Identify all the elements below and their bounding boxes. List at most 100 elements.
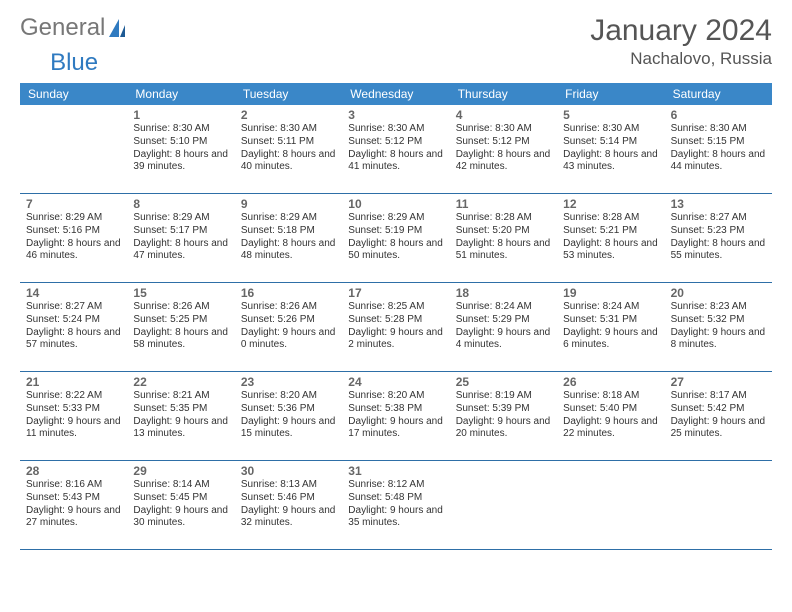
- day-number: 20: [671, 286, 766, 300]
- day-number: 26: [563, 375, 658, 389]
- daylight-line: Daylight: 8 hours and 47 minutes.: [133, 238, 228, 264]
- day-cell: 9Sunrise: 8:29 AMSunset: 5:18 PMDaylight…: [235, 194, 342, 282]
- day-cell: 6Sunrise: 8:30 AMSunset: 5:15 PMDaylight…: [665, 105, 772, 193]
- day-cell: 28Sunrise: 8:16 AMSunset: 5:43 PMDayligh…: [20, 461, 127, 549]
- sunset-line: Sunset: 5:23 PM: [671, 225, 766, 238]
- day-cell: 26Sunrise: 8:18 AMSunset: 5:40 PMDayligh…: [557, 372, 664, 460]
- daylight-line: Daylight: 8 hours and 48 minutes.: [241, 238, 336, 264]
- sunset-line: Sunset: 5:40 PM: [563, 403, 658, 416]
- sunrise-line: Sunrise: 8:29 AM: [241, 212, 336, 225]
- sunrise-line: Sunrise: 8:29 AM: [133, 212, 228, 225]
- day-cell: 23Sunrise: 8:20 AMSunset: 5:36 PMDayligh…: [235, 372, 342, 460]
- day-number: 18: [456, 286, 551, 300]
- sunset-line: Sunset: 5:45 PM: [133, 492, 228, 505]
- daylight-line: Daylight: 8 hours and 44 minutes.: [671, 149, 766, 175]
- day-cell: 5Sunrise: 8:30 AMSunset: 5:14 PMDaylight…: [557, 105, 664, 193]
- day-number: 6: [671, 108, 766, 122]
- sunset-line: Sunset: 5:35 PM: [133, 403, 228, 416]
- logo: General: [20, 14, 127, 42]
- sunrise-line: Sunrise: 8:18 AM: [563, 390, 658, 403]
- month-title: January 2024: [590, 14, 772, 48]
- sunrise-line: Sunrise: 8:26 AM: [133, 301, 228, 314]
- sunset-line: Sunset: 5:21 PM: [563, 225, 658, 238]
- day-number: 4: [456, 108, 551, 122]
- daylight-line: Daylight: 9 hours and 25 minutes.: [671, 416, 766, 442]
- sunrise-line: Sunrise: 8:14 AM: [133, 479, 228, 492]
- day-number: 14: [26, 286, 121, 300]
- logo-text-general: General: [20, 14, 105, 42]
- day-number: 2: [241, 108, 336, 122]
- day-cell: 18Sunrise: 8:24 AMSunset: 5:29 PMDayligh…: [450, 283, 557, 371]
- sunset-line: Sunset: 5:36 PM: [241, 403, 336, 416]
- sunset-line: Sunset: 5:20 PM: [456, 225, 551, 238]
- day-cell: 4Sunrise: 8:30 AMSunset: 5:12 PMDaylight…: [450, 105, 557, 193]
- day-number: 22: [133, 375, 228, 389]
- daylight-line: Daylight: 8 hours and 39 minutes.: [133, 149, 228, 175]
- daylight-line: Daylight: 9 hours and 6 minutes.: [563, 327, 658, 353]
- day-cell: 22Sunrise: 8:21 AMSunset: 5:35 PMDayligh…: [127, 372, 234, 460]
- sunset-line: Sunset: 5:25 PM: [133, 314, 228, 327]
- day-cell: 29Sunrise: 8:14 AMSunset: 5:45 PMDayligh…: [127, 461, 234, 549]
- daylight-line: Daylight: 8 hours and 50 minutes.: [348, 238, 443, 264]
- sunrise-line: Sunrise: 8:30 AM: [671, 123, 766, 136]
- day-cell: 3Sunrise: 8:30 AMSunset: 5:12 PMDaylight…: [342, 105, 449, 193]
- daylight-line: Daylight: 9 hours and 35 minutes.: [348, 505, 443, 531]
- day-cell: 10Sunrise: 8:29 AMSunset: 5:19 PMDayligh…: [342, 194, 449, 282]
- sunset-line: Sunset: 5:28 PM: [348, 314, 443, 327]
- sunset-line: Sunset: 5:16 PM: [26, 225, 121, 238]
- sunrise-line: Sunrise: 8:29 AM: [26, 212, 121, 225]
- day-number: 7: [26, 197, 121, 211]
- day-number: 13: [671, 197, 766, 211]
- sunrise-line: Sunrise: 8:26 AM: [241, 301, 336, 314]
- week-row: 1Sunrise: 8:30 AMSunset: 5:10 PMDaylight…: [20, 105, 772, 194]
- day-cell: 15Sunrise: 8:26 AMSunset: 5:25 PMDayligh…: [127, 283, 234, 371]
- daylight-line: Daylight: 9 hours and 4 minutes.: [456, 327, 551, 353]
- sunset-line: Sunset: 5:43 PM: [26, 492, 121, 505]
- day-cell: 25Sunrise: 8:19 AMSunset: 5:39 PMDayligh…: [450, 372, 557, 460]
- day-number: 5: [563, 108, 658, 122]
- day-cell: 24Sunrise: 8:20 AMSunset: 5:38 PMDayligh…: [342, 372, 449, 460]
- daylight-line: Daylight: 9 hours and 20 minutes.: [456, 416, 551, 442]
- day-cell: 30Sunrise: 8:13 AMSunset: 5:46 PMDayligh…: [235, 461, 342, 549]
- day-cell: 7Sunrise: 8:29 AMSunset: 5:16 PMDaylight…: [20, 194, 127, 282]
- sunrise-line: Sunrise: 8:30 AM: [563, 123, 658, 136]
- daylight-line: Daylight: 9 hours and 8 minutes.: [671, 327, 766, 353]
- dow-thursday: Thursday: [450, 83, 557, 105]
- week-row: 14Sunrise: 8:27 AMSunset: 5:24 PMDayligh…: [20, 283, 772, 372]
- day-cell: 16Sunrise: 8:26 AMSunset: 5:26 PMDayligh…: [235, 283, 342, 371]
- sunrise-line: Sunrise: 8:29 AM: [348, 212, 443, 225]
- day-number: 28: [26, 464, 121, 478]
- daylight-line: Daylight: 9 hours and 27 minutes.: [26, 505, 121, 531]
- day-number: 9: [241, 197, 336, 211]
- sunrise-line: Sunrise: 8:30 AM: [456, 123, 551, 136]
- sunrise-line: Sunrise: 8:28 AM: [456, 212, 551, 225]
- sunrise-line: Sunrise: 8:30 AM: [241, 123, 336, 136]
- sunset-line: Sunset: 5:17 PM: [133, 225, 228, 238]
- dow-wednesday: Wednesday: [342, 83, 449, 105]
- day-cell: 11Sunrise: 8:28 AMSunset: 5:20 PMDayligh…: [450, 194, 557, 282]
- day-number: 11: [456, 197, 551, 211]
- sunrise-line: Sunrise: 8:27 AM: [671, 212, 766, 225]
- sunrise-line: Sunrise: 8:19 AM: [456, 390, 551, 403]
- day-cell: 20Sunrise: 8:23 AMSunset: 5:32 PMDayligh…: [665, 283, 772, 371]
- daylight-line: Daylight: 9 hours and 15 minutes.: [241, 416, 336, 442]
- logo-blue-row: General Blue: [20, 49, 772, 77]
- week-row: 28Sunrise: 8:16 AMSunset: 5:43 PMDayligh…: [20, 461, 772, 550]
- day-number: 16: [241, 286, 336, 300]
- sunrise-line: Sunrise: 8:30 AM: [133, 123, 228, 136]
- sunrise-line: Sunrise: 8:28 AM: [563, 212, 658, 225]
- sunset-line: Sunset: 5:18 PM: [241, 225, 336, 238]
- day-number: 15: [133, 286, 228, 300]
- day-cell: 19Sunrise: 8:24 AMSunset: 5:31 PMDayligh…: [557, 283, 664, 371]
- week-row: 7Sunrise: 8:29 AMSunset: 5:16 PMDaylight…: [20, 194, 772, 283]
- dow-friday: Friday: [557, 83, 664, 105]
- day-number: 25: [456, 375, 551, 389]
- sunset-line: Sunset: 5:42 PM: [671, 403, 766, 416]
- day-cell: 17Sunrise: 8:25 AMSunset: 5:28 PMDayligh…: [342, 283, 449, 371]
- day-cell: [20, 105, 127, 193]
- sunset-line: Sunset: 5:15 PM: [671, 136, 766, 149]
- sunrise-line: Sunrise: 8:16 AM: [26, 479, 121, 492]
- sunset-line: Sunset: 5:46 PM: [241, 492, 336, 505]
- day-number: 10: [348, 197, 443, 211]
- day-cell: 27Sunrise: 8:17 AMSunset: 5:42 PMDayligh…: [665, 372, 772, 460]
